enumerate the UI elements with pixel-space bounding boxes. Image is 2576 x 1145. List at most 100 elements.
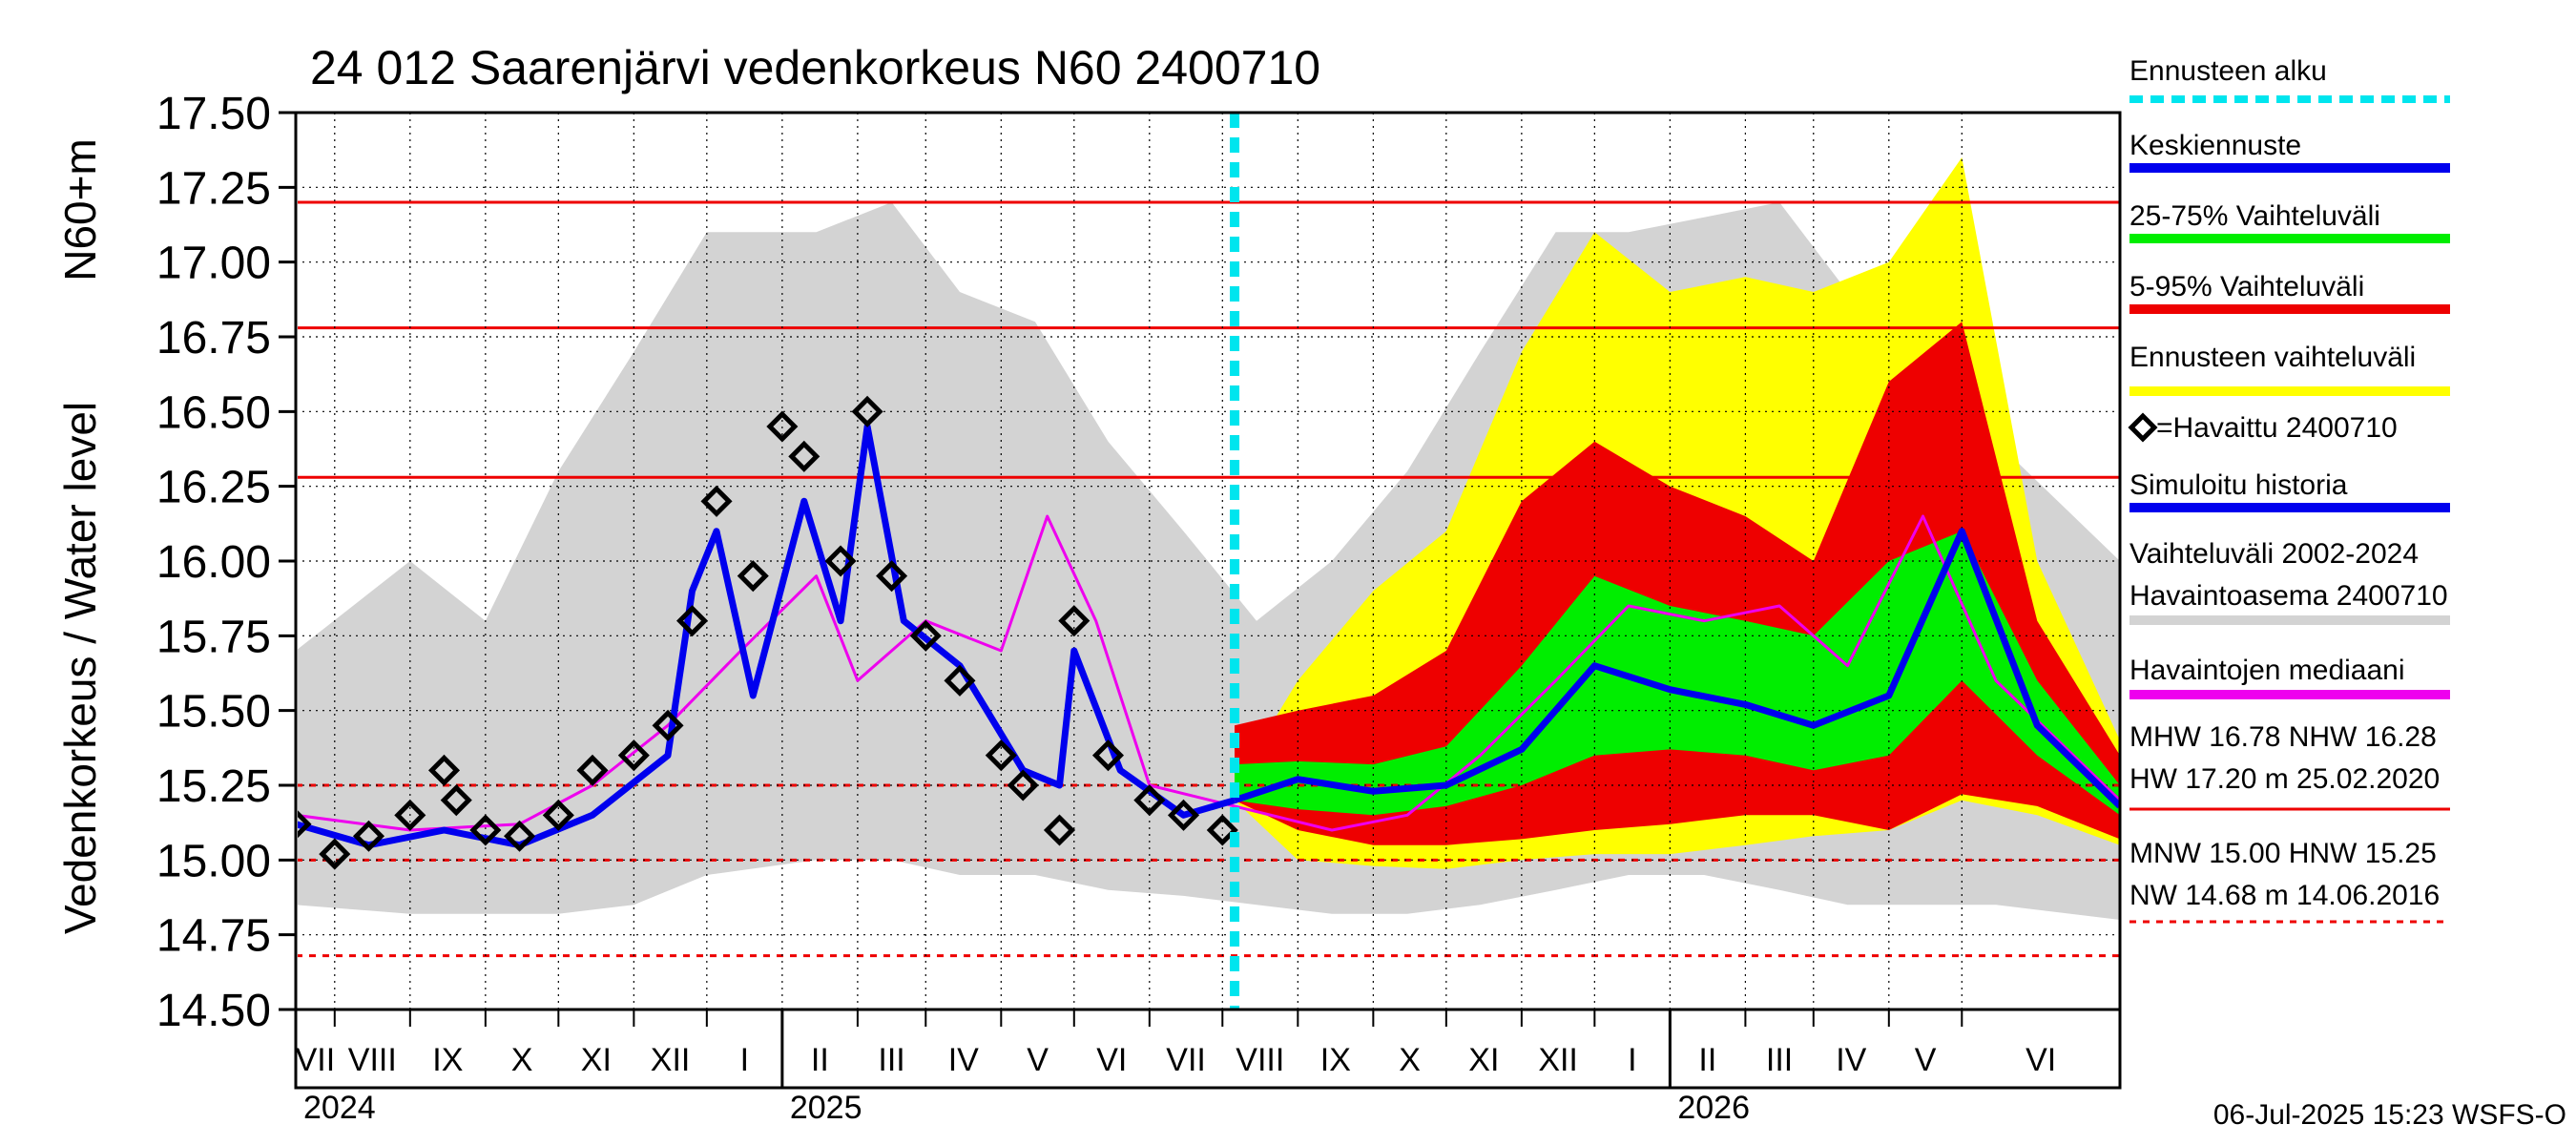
month-label: VIII [1236, 1042, 1284, 1078]
observed-point [1091, 739, 1125, 772]
observed-point [766, 410, 799, 443]
observed-point [676, 605, 709, 637]
legend-label: Havaintoasema 2400710 [2129, 580, 2448, 612]
y-tick-label: 15.25 [156, 761, 271, 812]
observed-point [1043, 814, 1076, 846]
month-label: II [811, 1042, 829, 1078]
legend-label: Ennusteen vaihteluväli [2129, 342, 2416, 373]
observed-point [737, 560, 769, 593]
y-tick-label: 16.75 [156, 313, 271, 364]
month-label: VIII [348, 1042, 397, 1078]
y-tick-label: 17.25 [156, 163, 271, 214]
observed-point [909, 619, 942, 652]
plot-area [298, 113, 2120, 1010]
observed-point [617, 739, 650, 772]
month-label: XI [1468, 1042, 1499, 1078]
month-label: XII [651, 1042, 691, 1078]
month-label: VII [1166, 1042, 1206, 1078]
legend: Ennusteen alku Keskiennuste 25-75% Vaihtel… [2128, 55, 2450, 699]
legend-label: Vaihteluväli 2002-2024 [2129, 538, 2419, 570]
y-tick-label: 15.50 [156, 687, 271, 738]
y-axis-label: Vedenkorkeus / Water level [55, 402, 105, 934]
legend-label: Keskiennuste [2129, 130, 2301, 161]
month-label: VI [2025, 1042, 2056, 1078]
month-label: IX [432, 1042, 463, 1078]
footer-timestamp: 06-Jul-2025 15:23 WSFS-O [2213, 1099, 2566, 1131]
y-tick-label: 16.00 [156, 537, 271, 588]
month-label: X [511, 1042, 533, 1078]
observed-point [824, 545, 857, 577]
observed-markers [298, 395, 1238, 870]
band-25-75-vaihteluv-li [1235, 531, 2120, 816]
month-label: I [740, 1042, 749, 1078]
reference-lines [298, 200, 2120, 958]
legend-label: 5-95% Vaihteluväli [2129, 271, 2364, 302]
month-label: V [1915, 1042, 1937, 1078]
chart-title: 24 012 Saarenjärvi vedenkorkeus N60 2400… [310, 41, 1320, 94]
y-tick-label: 15.75 [156, 612, 271, 662]
observed-point [1167, 799, 1200, 831]
year-label: 2024 [303, 1090, 376, 1126]
stats-mnw-hnw: MNW 15.00 HNW 15.25 [2129, 838, 2437, 869]
stats-nw: NW 14.68 m 14.06.2016 [2129, 880, 2440, 911]
month-label: VII [296, 1042, 336, 1078]
observed-point [427, 754, 461, 786]
observed-point [700, 485, 733, 517]
y-tick-label: 16.25 [156, 463, 271, 513]
observed-point [542, 799, 574, 831]
observed-point [319, 838, 351, 870]
observed-point [944, 664, 976, 697]
observed-point [298, 810, 312, 839]
y-axis-unit-label: N60+m [55, 138, 105, 281]
observed-point [851, 395, 883, 427]
y-tick-label: 17.00 [156, 239, 271, 289]
observed-point [652, 709, 684, 741]
line-simuloitu-historia [298, 423, 1236, 849]
observed-point [788, 440, 821, 472]
month-band-frame [294, 1008, 2122, 1090]
stats-mhw-nhw: MHW 16.78 NHW 16.28 [2129, 721, 2437, 753]
month-label: II [1698, 1042, 1716, 1078]
observed-point [876, 560, 908, 593]
observed-point [1133, 784, 1166, 817]
observed-point [394, 799, 426, 831]
legend-label: =Havaittu 2400710 [2156, 412, 2398, 444]
x-axis-months: VII VIII IX X XI XII I II III IV V VI VII VIII IX X XI XI… [296, 1010, 2056, 1126]
range-bands [298, 157, 2120, 920]
month-label: X [1399, 1042, 1421, 1078]
month-label: VI [1096, 1042, 1127, 1078]
month-label: IV [948, 1042, 979, 1078]
year-label: 2025 [790, 1090, 862, 1126]
y-tick-label: 14.50 [156, 986, 271, 1036]
legend-label: 25-75% Vaihteluväli [2129, 200, 2380, 232]
month-label: V [1027, 1042, 1049, 1078]
observed-point [440, 784, 472, 817]
stats-hw: HW 17.20 m 25.02.2020 [2129, 763, 2440, 795]
line-keskiennuste [1233, 528, 2120, 809]
y-tick-label: 16.50 [156, 387, 271, 438]
month-label: XII [1538, 1042, 1578, 1078]
observed-point [352, 820, 385, 852]
month-label: XI [581, 1042, 612, 1078]
observed-point [504, 820, 536, 852]
grid-lines [298, 113, 2120, 1010]
month-label: IX [1320, 1042, 1351, 1078]
legend-label: Havaintojen mediaani [2129, 655, 2405, 686]
observed-point [1058, 605, 1091, 637]
legend-label: Simuloitu historia [2129, 469, 2348, 501]
observed-point [576, 754, 609, 786]
observed-point [1007, 769, 1039, 802]
observed-point [469, 814, 502, 846]
y-tick-label: 17.50 [156, 89, 271, 139]
year-label: 2026 [1677, 1090, 1750, 1126]
y-tick-label: 15.00 [156, 836, 271, 886]
legend-label: Ennusteen alku [2129, 55, 2327, 87]
observed-point [1206, 814, 1238, 846]
y-axis-ticks: 17.50 17.25 17.00 16.75 16.50 16.25 16.00 15.75… [156, 89, 296, 1036]
month-label: I [1628, 1042, 1636, 1078]
legend-marker-observed [2128, 412, 2158, 443]
observed-point [985, 739, 1017, 772]
month-label: IV [1836, 1042, 1866, 1078]
month-label: III [878, 1042, 904, 1078]
